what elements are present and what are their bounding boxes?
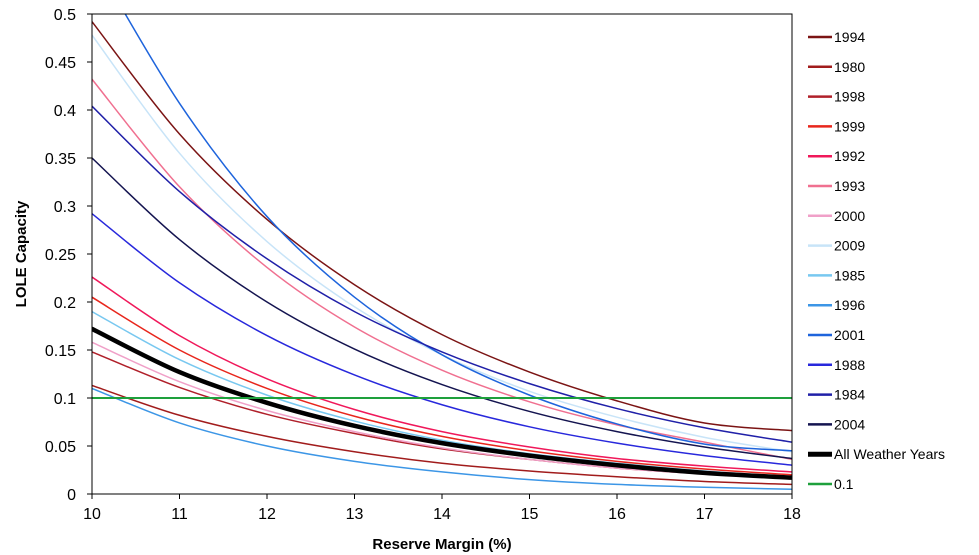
legend-item: 1996 (808, 297, 865, 313)
series-line-1999 (92, 296, 792, 476)
legend-item: 0.1 (808, 476, 854, 492)
x-axis: 10 11 12 13 14 15 16 17 18 (83, 494, 801, 523)
y-axis-title: LOLE Capacity (13, 200, 30, 307)
series-line-all-weather-years (92, 326, 792, 480)
y-tick-label: 0.15 (45, 343, 76, 360)
legend-label: 1996 (834, 297, 865, 313)
series-line-2001 (124, 14, 792, 452)
legend-item: 2001 (808, 327, 865, 343)
y-tick-label: 0.3 (54, 199, 76, 216)
y-tick-label: 0 (67, 487, 76, 504)
legend-label: 1994 (834, 29, 865, 45)
x-axis-title: Reserve Margin (%) (372, 536, 511, 553)
legend-label: 2000 (834, 208, 865, 224)
y-tick-label: 0.5 (54, 7, 76, 24)
legend-item: 2000 (808, 208, 865, 224)
series-line-1984 (92, 105, 792, 443)
y-tick-label: 0.25 (45, 247, 76, 264)
series-line-1996 (92, 387, 792, 490)
x-tick-label: 16 (608, 506, 626, 523)
x-tick-label: 17 (696, 506, 714, 523)
series-line-1994 (92, 20, 792, 432)
x-tick-label: 10 (83, 506, 101, 523)
series-line-1992 (92, 276, 792, 473)
legend-item: 1993 (808, 178, 865, 194)
y-tick-label: 0.2 (54, 295, 76, 312)
legend-label: 1985 (834, 267, 865, 283)
legend-label: All Weather Years (834, 446, 945, 462)
legend: 1994 1980 1998 1999 1992 1993 2000 2009 1985 1996… (808, 29, 945, 492)
legend-label: 2001 (834, 327, 865, 343)
legend-label: 2004 (834, 416, 865, 432)
series-layer (92, 14, 792, 490)
legend-label: 1984 (834, 387, 865, 403)
series-line-2000 (92, 341, 792, 479)
legend-label: 1993 (834, 178, 865, 194)
x-tick-label: 12 (258, 506, 276, 523)
legend-label: 2009 (834, 238, 865, 254)
x-tick-label: 11 (171, 506, 188, 523)
legend-label: 1999 (834, 118, 865, 134)
legend-item: 2004 (808, 416, 865, 432)
series-line-2009 (92, 34, 792, 453)
x-tick-label: 14 (433, 506, 451, 523)
legend-item: 1985 (808, 267, 865, 283)
legend-label: 1998 (834, 89, 865, 105)
y-tick-label: 0.05 (45, 439, 76, 456)
legend-label: 1980 (834, 59, 865, 75)
legend-item: 1992 (808, 148, 865, 164)
y-axis: 0 0.05 0.1 0.15 0.2 0.25 0.3 0.35 0.4 0.45 0.5 (45, 7, 92, 504)
legend-label: 0.1 (834, 476, 854, 492)
legend-item: 2009 (808, 238, 865, 254)
legend-item: 1999 (808, 118, 865, 134)
series-line-2004 (92, 157, 792, 460)
series-line-1980 (92, 384, 792, 486)
legend-item: 1988 (808, 357, 865, 373)
x-tick-label: 15 (521, 506, 539, 523)
x-tick-label: 13 (346, 506, 364, 523)
legend-label: 1992 (834, 148, 865, 164)
legend-item: 1994 (808, 29, 865, 45)
series-line-1988 (92, 212, 792, 466)
legend-item: 1998 (808, 89, 865, 105)
y-tick-label: 0.4 (54, 103, 76, 120)
y-tick-label: 0.1 (54, 391, 76, 408)
legend-item: 1984 (808, 387, 865, 403)
legend-item: All Weather Years (808, 446, 945, 462)
legend-item: 1980 (808, 59, 865, 75)
y-tick-label: 0.35 (45, 151, 76, 168)
series-line-1993 (92, 78, 792, 461)
legend-label: 1988 (834, 357, 865, 373)
x-tick-label: 18 (783, 506, 801, 523)
y-tick-label: 0.45 (45, 55, 76, 72)
